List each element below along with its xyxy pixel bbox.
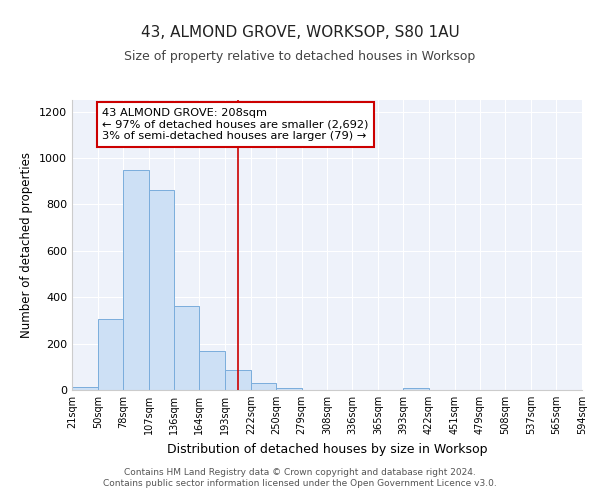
Text: 43 ALMOND GROVE: 208sqm
← 97% of detached houses are smaller (2,692)
3% of semi-: 43 ALMOND GROVE: 208sqm ← 97% of detache… — [102, 108, 368, 142]
Bar — [175, 306, 199, 390]
Y-axis label: Number of detached properties: Number of detached properties — [20, 152, 34, 338]
Bar — [199, 350, 225, 390]
Bar — [72, 386, 98, 390]
Bar — [251, 383, 276, 390]
Bar — [123, 170, 149, 390]
Text: 43, ALMOND GROVE, WORKSOP, S80 1AU: 43, ALMOND GROVE, WORKSOP, S80 1AU — [140, 25, 460, 40]
Bar — [225, 370, 251, 390]
Bar — [98, 319, 123, 390]
Text: Size of property relative to detached houses in Worksop: Size of property relative to detached ho… — [124, 50, 476, 63]
Bar — [276, 388, 302, 390]
Bar — [149, 190, 175, 390]
Text: Contains HM Land Registry data © Crown copyright and database right 2024.
Contai: Contains HM Land Registry data © Crown c… — [103, 468, 497, 487]
Bar — [403, 388, 429, 390]
X-axis label: Distribution of detached houses by size in Worksop: Distribution of detached houses by size … — [167, 442, 487, 456]
